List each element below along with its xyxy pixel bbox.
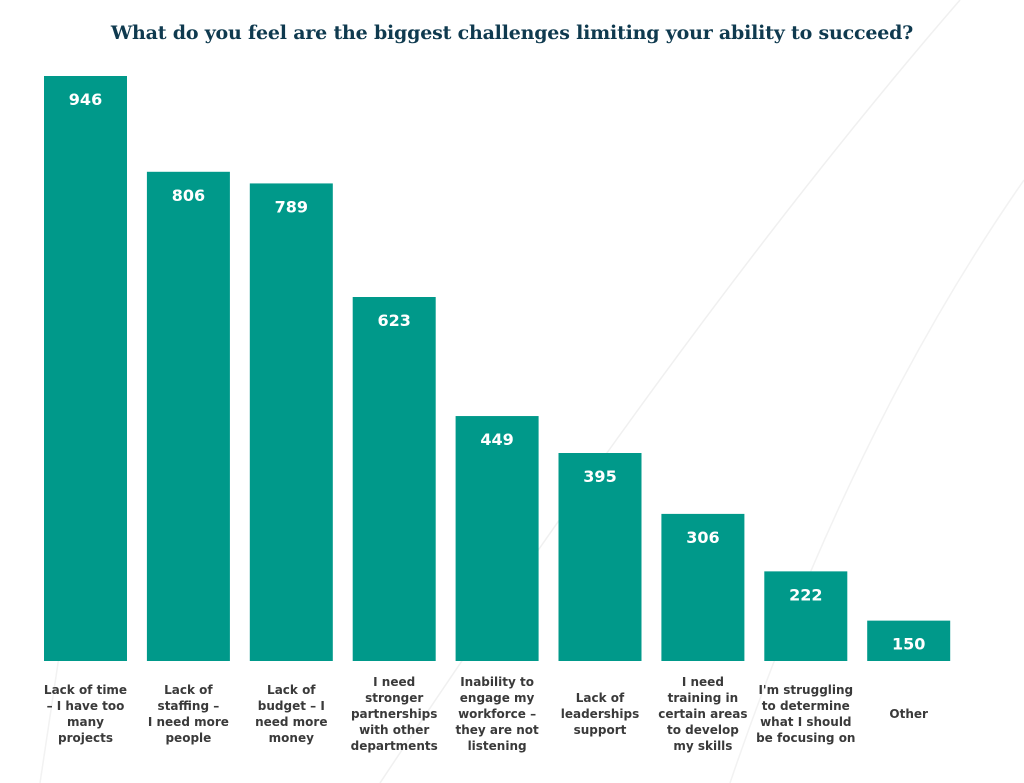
category-label: Other [889,707,928,721]
data-label: 789 [275,197,308,216]
bar [146,171,230,661]
bar [352,297,436,661]
data-label: 806 [172,186,205,205]
category-label: Lack of staffing – I need more people [147,683,229,745]
bar [764,571,848,661]
data-label: 449 [480,430,513,449]
category-label: I need training in certain areas to deve… [658,675,748,753]
data-label: 222 [789,585,822,604]
category-label: Lack of leaderships support [560,691,640,737]
bar [558,453,642,661]
data-label: 946 [69,90,102,109]
category-label: Inability to engage my workforce – they … [455,675,539,753]
category-label: I'm struggling to determine what I shoul… [756,683,856,745]
bar [661,513,745,661]
bar [867,620,951,661]
bar [44,76,127,661]
data-label: 395 [583,467,616,486]
data-label: 623 [377,311,410,330]
data-label: 306 [686,528,719,547]
category-label: I need stronger partnerships with other … [350,675,438,753]
bar [455,416,539,661]
data-label: 150 [892,635,925,654]
bar [249,183,333,661]
category-label: Lack of budget – I need more money [255,683,328,745]
chart-title: What do you feel are the biggest challen… [110,22,914,44]
category-label: Lack of time – I have too many projects [43,683,128,745]
